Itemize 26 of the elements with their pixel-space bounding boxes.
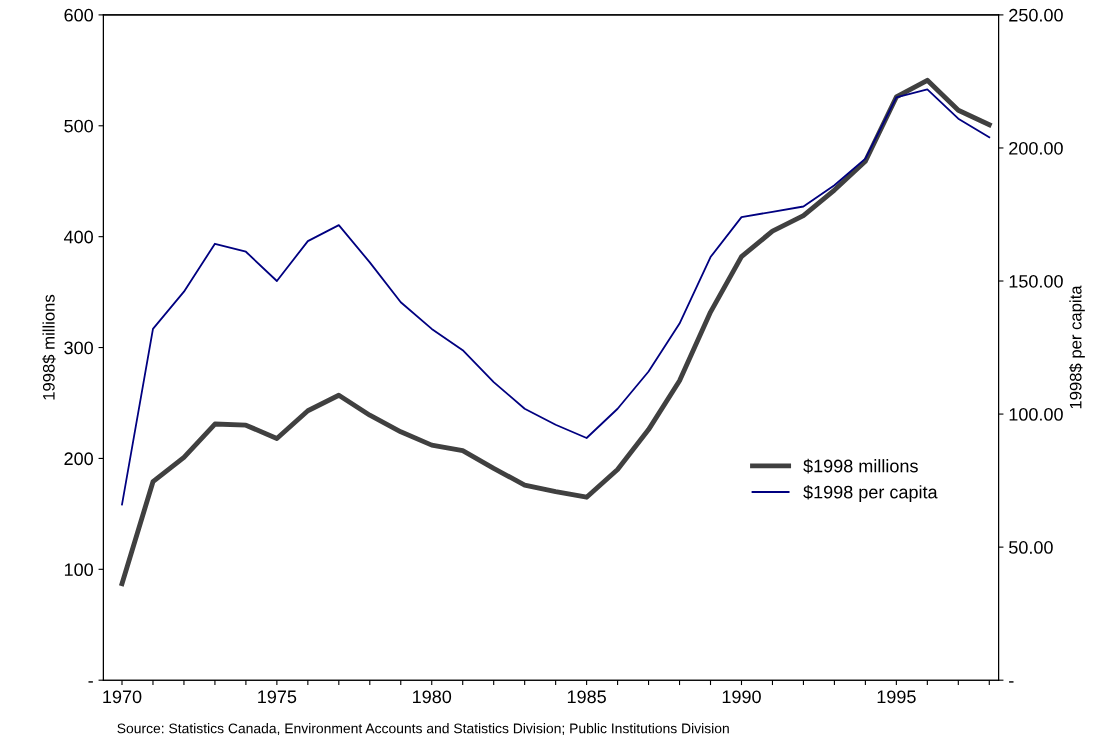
line-series [119,77,992,587]
y-tick-label: - [88,681,93,683]
y2-tick-label: - [1009,681,1014,683]
y-tick-label: 300 [64,341,93,355]
y-tick-label: 600 [64,8,93,22]
y2-tick-label: 200.00 [1009,141,1063,155]
y-tick-label: 200 [64,452,93,466]
y2-tick-label: 150.00 [1009,274,1063,288]
line-series [121,88,991,506]
legend-label: $1998 per capita [803,484,938,503]
x-tick-label: 1970 [103,690,142,704]
y-tick-label: 500 [64,119,93,133]
y-tick-label: 400 [63,230,93,244]
x-tick-label: 1995 [877,690,916,704]
y2-tick-label: 50.00 [1009,541,1053,554]
y-axis-title: 1998$ millions [42,294,56,400]
y-tick-label: 100 [64,563,93,577]
y2-tick-label: 100.00 [1009,408,1063,421]
x-tick-label: 1975 [258,690,297,704]
x-tick-label: 1985 [567,690,606,704]
legend-label: $1998 millions [803,458,918,474]
x-tick-label: 1990 [722,690,761,704]
y2-tick-label: 250.00 [1009,8,1063,22]
y2-axis-title: 1998$ per capita [1069,285,1085,409]
x-tick-label: 1980 [413,690,452,704]
source-note: Source: Statistics Canada, Environment Accounts and Statistics Division; Public Institutions Division [117,723,729,735]
